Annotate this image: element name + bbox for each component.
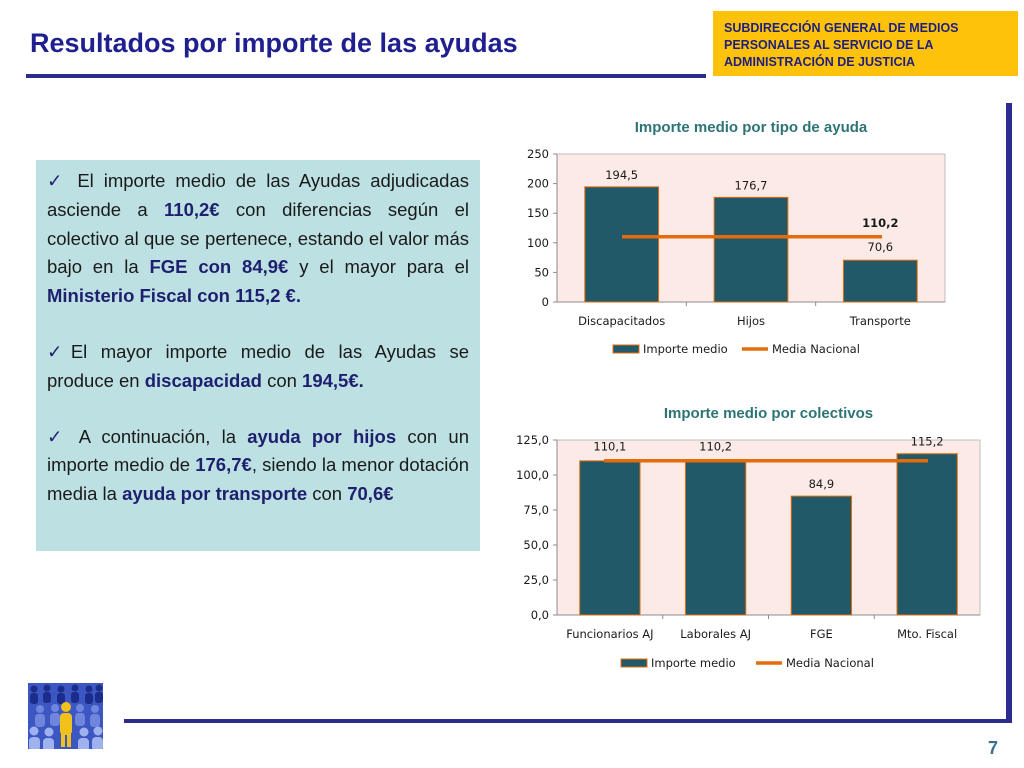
average-data-label: 110,2	[862, 216, 898, 230]
right-border-bar	[1006, 103, 1012, 723]
y-tick-label: 50	[534, 265, 549, 279]
summary-box: ✓ El importe medio de las Ayudas adjudic…	[36, 160, 480, 551]
organization-banner: SUBDIRECCIÓN GENERAL DE MEDIOS PERSONALE…	[713, 11, 1018, 76]
checkmark-icon: ✓	[47, 425, 69, 447]
legend-swatch-importe-medio	[612, 344, 640, 354]
legend-label: Media Nacional	[786, 656, 874, 670]
y-tick-label: 150	[527, 206, 549, 220]
summary-paragraph-1: ✓ El importe medio de las Ayudas adjudic…	[47, 170, 470, 307]
legend-swatch-importe-medio	[620, 658, 648, 668]
x-tick-label: Laborales AJ	[680, 627, 751, 641]
data-label: 176,7	[735, 178, 768, 192]
bar	[684, 460, 747, 616]
bar	[713, 196, 789, 303]
chart-title: Importe medio por tipo de ayuda	[635, 119, 868, 136]
bar	[842, 259, 918, 303]
bar	[896, 453, 958, 616]
y-tick-label: 50,0	[523, 538, 549, 552]
title-underline	[26, 74, 706, 78]
data-label: 194,5	[605, 168, 638, 182]
chart-importe-por-tipo: Importe medio por tipo de ayuda 0 50 100 150…	[498, 112, 998, 368]
page-title: Resultados por importe de las ayudas	[30, 28, 518, 58]
y-tick-label: 0,0	[531, 608, 549, 622]
legend-label: Media Nacional	[772, 342, 860, 356]
summary-paragraph-2: ✓El mayor importe medio de las Ayudas se…	[47, 340, 469, 391]
chart-importe-por-tipo-svg: Importe medio por tipo de ayuda 0 50 100 150…	[527, 119, 946, 356]
x-tick-label: Discapacitados	[578, 314, 665, 328]
footer-rule	[124, 719, 1012, 723]
organization-line-1: SUBDIRECCIÓN GENERAL DE MEDIOS	[724, 21, 959, 35]
organization-line-3: ADMINISTRACIÓN DE JUSTICIA	[724, 55, 915, 69]
y-tick-label: 125,0	[516, 433, 549, 447]
chart-title: Importe medio por colectivos	[664, 405, 873, 422]
bar	[579, 460, 641, 616]
y-tick-label: 25,0	[523, 573, 549, 587]
x-tick-label: Hijos	[737, 314, 765, 328]
x-tick-label: Transporte	[849, 314, 911, 328]
bar	[790, 495, 853, 616]
y-tick-label: 200	[527, 177, 549, 191]
x-tick-label: Mto. Fiscal	[897, 627, 957, 641]
x-tick-label: Funcionarios AJ	[566, 627, 653, 641]
legend-label: Importe medio	[643, 342, 728, 356]
x-tick-label: FGE	[810, 627, 833, 641]
data-label: 110,2	[699, 440, 732, 454]
y-tick-label: 0	[542, 295, 549, 309]
y-tick-label: 100,0	[516, 468, 549, 482]
people-crowd-icon	[28, 683, 103, 749]
data-label: 70,6	[868, 240, 894, 254]
y-tick-label: 75,0	[523, 503, 549, 517]
checkmark-icon: ✓	[47, 170, 68, 191]
data-label: 84,9	[809, 477, 835, 491]
chart-importe-por-colectivos-svg: Importe medio por colectivos 0,0 25,0 50,0 7…	[516, 405, 981, 670]
chart-importe-por-colectivos: Importe medio por colectivos 0,0 25,0 50,0 7…	[498, 400, 998, 678]
checkmark-icon: ✓	[47, 340, 71, 362]
data-label: 110,1	[593, 440, 626, 454]
bar	[584, 186, 660, 303]
legend-label: Importe medio	[651, 656, 736, 670]
summary-paragraph-3: ✓ A continuación, la ayuda por hijos con…	[47, 425, 470, 505]
data-label: 115,2	[911, 435, 944, 449]
y-tick-label: 100	[527, 236, 549, 250]
organization-line-2: PERSONALES AL SERVICIO DE LA	[724, 38, 934, 52]
y-tick-label: 250	[527, 147, 549, 161]
page-number: 7	[987, 738, 998, 758]
